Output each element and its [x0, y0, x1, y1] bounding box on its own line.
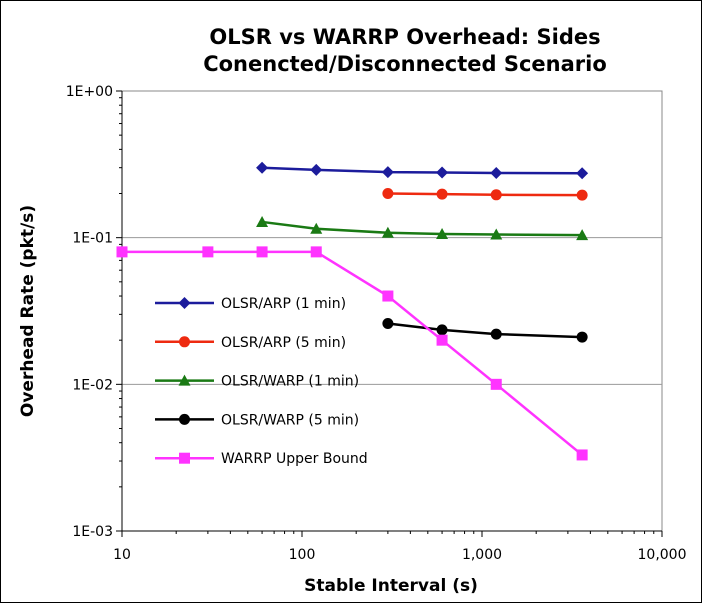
series-3 [382, 317, 588, 343]
chart-title: OLSR vs WARRP Overhead: Sides Conencted/… [203, 25, 607, 76]
data-point [381, 166, 394, 179]
data-point [576, 167, 589, 180]
data-point [490, 189, 502, 201]
data-point [436, 324, 448, 336]
series-1 [382, 188, 588, 201]
data-point [576, 189, 588, 201]
series-line-0 [262, 166, 583, 175]
legend-swatch-marker [179, 413, 190, 425]
legend-label: OLSR/ARP (1 min) [221, 296, 346, 312]
data-point [382, 290, 394, 302]
series-4 [116, 246, 588, 461]
legend-label: OLSR/WARP (1 min) [221, 374, 359, 390]
chart-title-line-2: Conencted/Disconnected Scenario [203, 52, 607, 76]
data-point [576, 449, 588, 461]
legend-swatch-marker [178, 374, 191, 386]
legend-item-3: OLSR/WARP (5 min) [155, 412, 359, 428]
data-point [436, 166, 449, 179]
data-point [256, 215, 269, 227]
data-point [436, 227, 449, 239]
series-line-3 [387, 322, 583, 339]
x-tick-label: 10 [113, 547, 131, 563]
legend-label: OLSR/ARP (5 min) [221, 335, 346, 351]
data-point [490, 328, 502, 340]
y-tick-label: 1E-03 [72, 524, 113, 540]
data-point [310, 163, 323, 176]
data-point [436, 188, 448, 200]
data-point [490, 378, 502, 390]
data-point [382, 188, 394, 200]
data-point [490, 167, 503, 179]
y-tick-label: 1E-01 [72, 231, 113, 247]
data-point [576, 229, 589, 241]
data-point [256, 161, 269, 174]
x-tick-label: 1,000 [462, 547, 502, 563]
legend-label: OLSR/WARP (5 min) [221, 412, 359, 428]
data-point [310, 222, 323, 234]
y-axis-label: Overhead Rate (pkt/s) [18, 205, 38, 417]
legend-swatch-marker [179, 336, 190, 348]
plot-area [121, 90, 663, 532]
data-point [310, 246, 322, 258]
x-tick-label: 10,000 [638, 547, 687, 563]
legend-swatch-marker [178, 297, 191, 309]
legend-swatch-marker [179, 452, 190, 464]
data-point [382, 317, 394, 329]
legend: OLSR/ARP (1 min) OLSR/ARP (5 min) OLSR/WAR… [155, 296, 368, 467]
legend-item-4: WARRP Upper Bound [155, 451, 368, 467]
y-tick-label: 1E+00 [66, 84, 113, 100]
chart-title-line-1: OLSR vs WARRP Overhead: Sides [209, 25, 600, 49]
legend-label: WARRP Upper Bound [221, 451, 368, 467]
legend-item-1: OLSR/ARP (5 min) [155, 335, 346, 351]
series-layer [116, 161, 589, 461]
data-point [202, 246, 214, 258]
series-0 [256, 161, 589, 180]
legend-item-0: OLSR/ARP (1 min) [155, 296, 346, 312]
data-point [576, 331, 588, 343]
y-tick-label: 1E-02 [72, 377, 113, 393]
data-point [116, 246, 128, 258]
data-point [381, 226, 394, 238]
x-axis-label: Stable Interval (s) [304, 576, 478, 596]
x-tick-label: 100 [289, 547, 316, 563]
legend-item-2: OLSR/WARP (1 min) [155, 374, 359, 390]
data-point [256, 246, 268, 258]
series-line-2 [261, 220, 583, 237]
series-2 [256, 215, 589, 241]
data-point [436, 334, 448, 346]
series-line-1 [387, 192, 583, 197]
series-line-4 [122, 250, 583, 456]
data-point [490, 228, 503, 240]
